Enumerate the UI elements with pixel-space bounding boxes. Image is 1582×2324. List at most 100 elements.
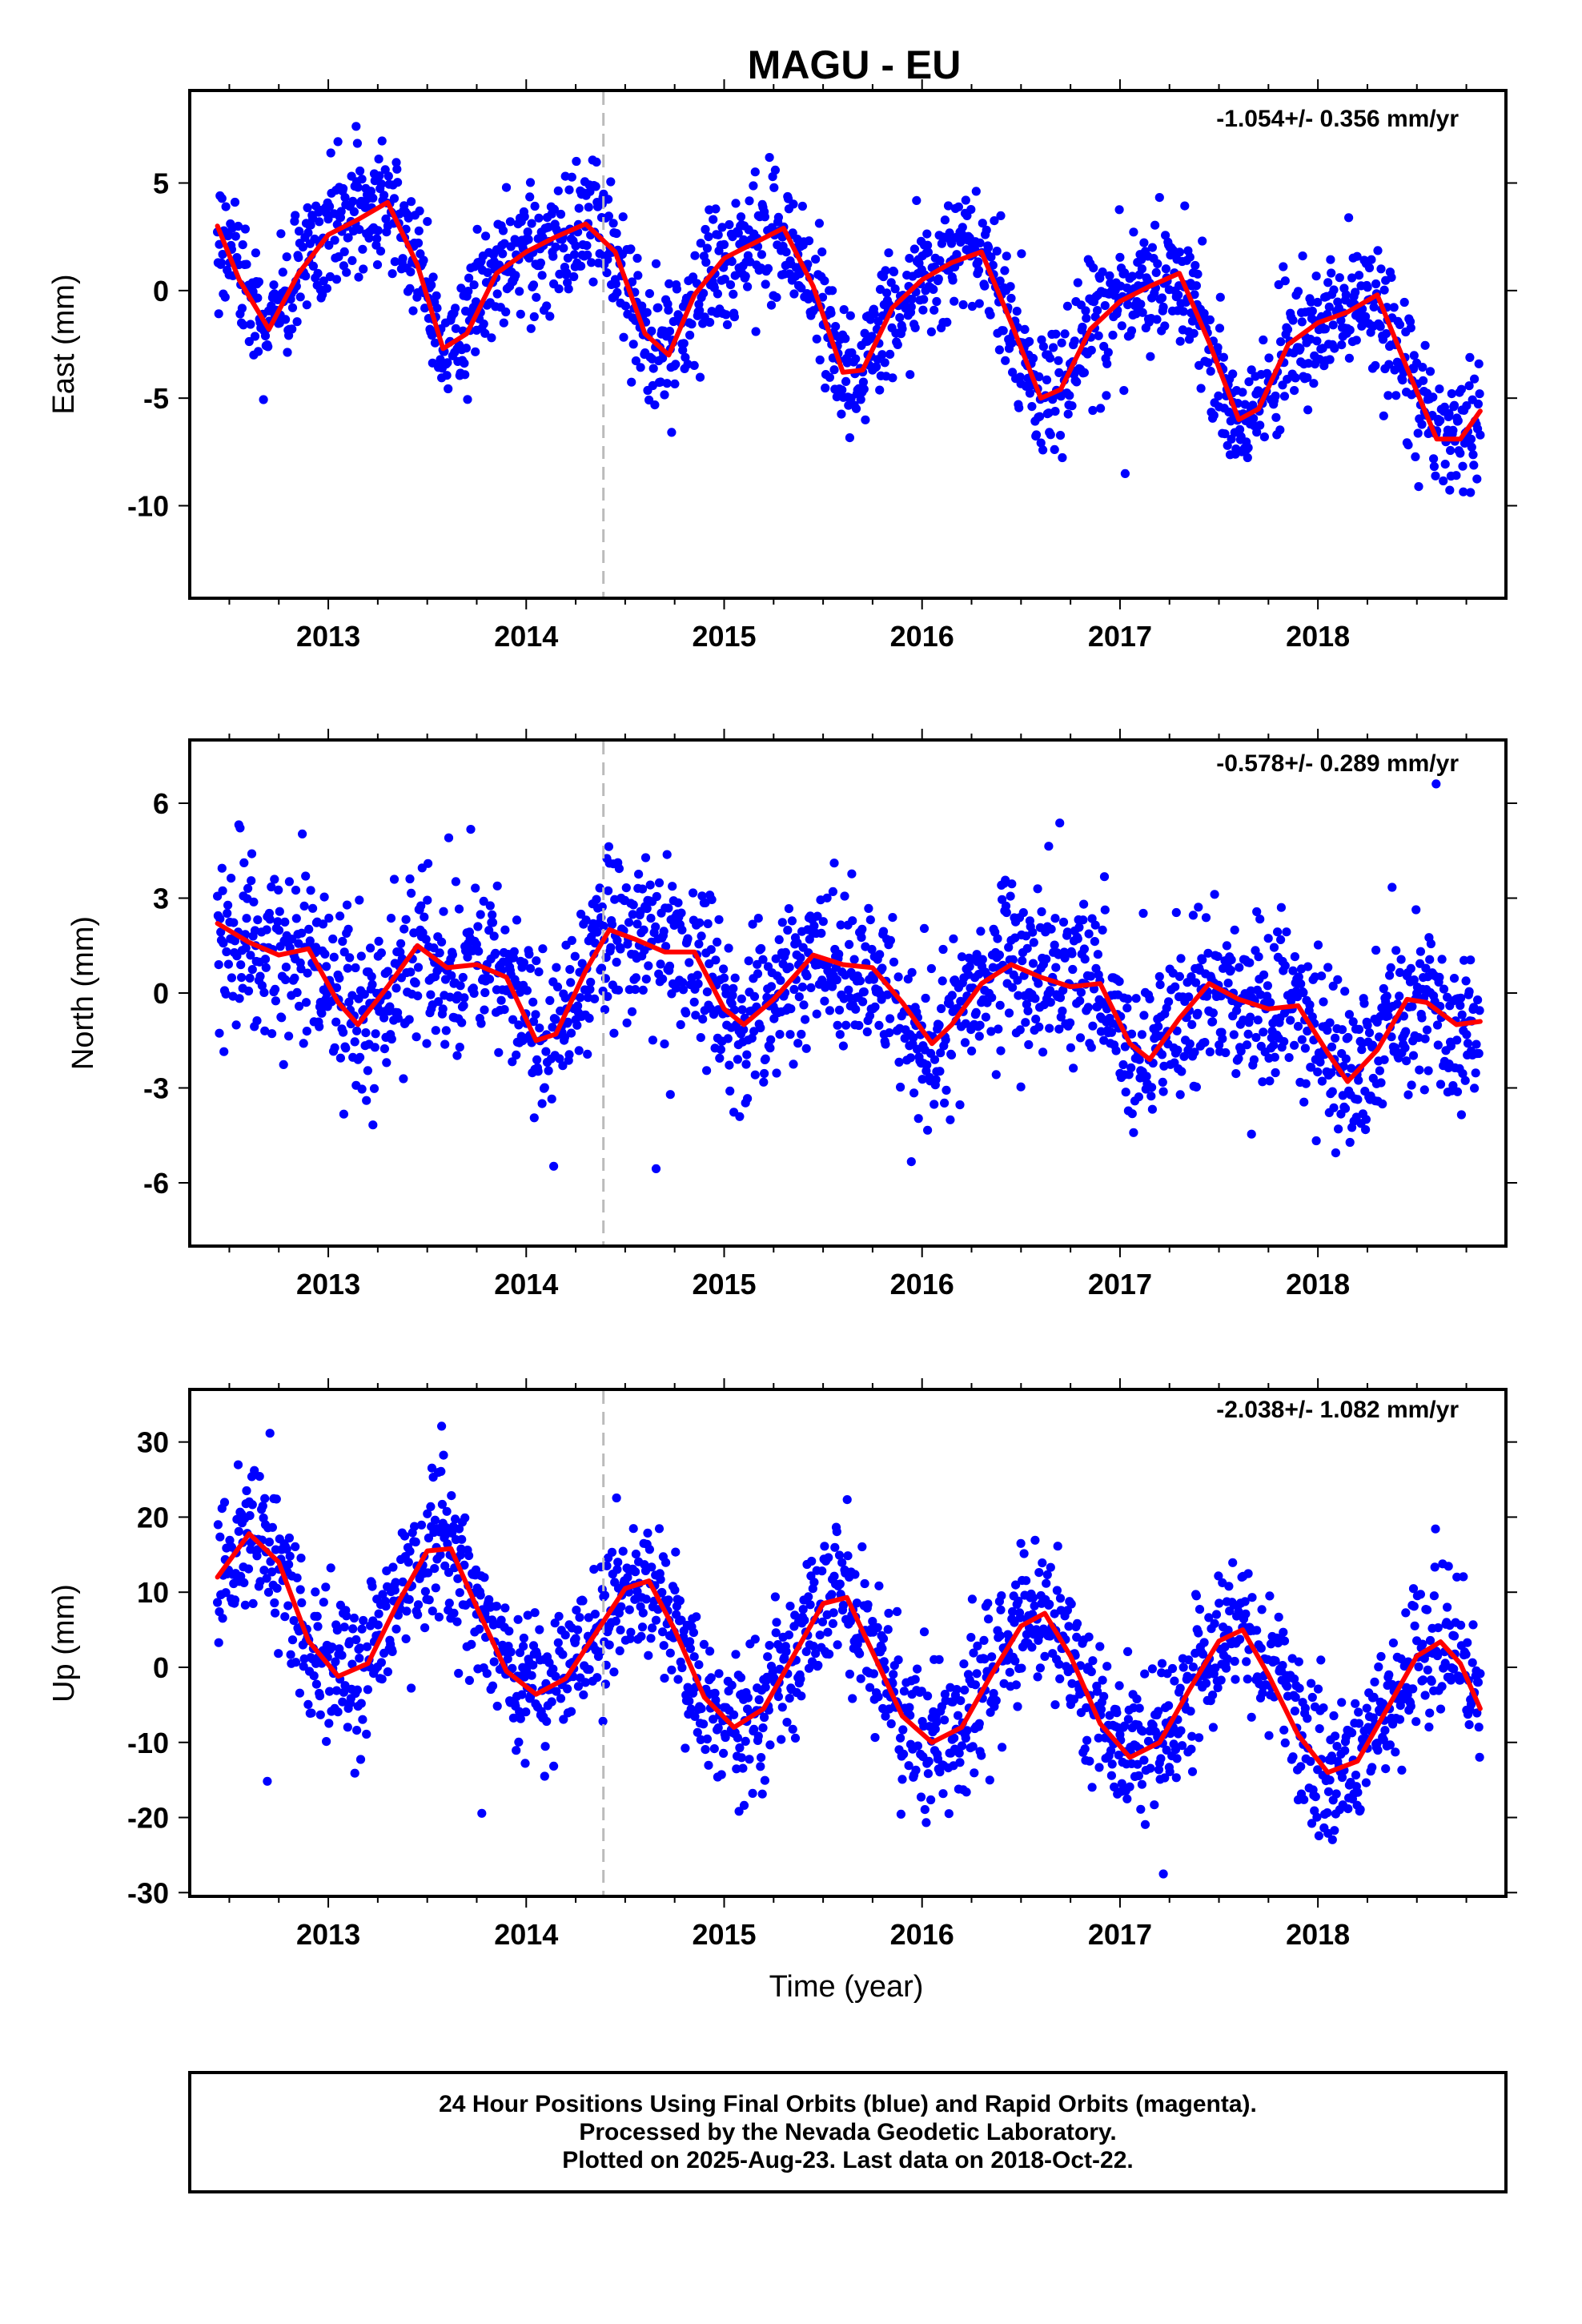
data-point [924,1756,934,1766]
data-point [1235,963,1244,972]
data-point [782,1718,792,1727]
data-point [1392,999,1402,1009]
data-point [522,986,532,995]
data-point [215,914,225,923]
data-point [773,1692,784,1702]
data-point [1042,375,1052,384]
data-point [737,994,746,1003]
data-point [492,1602,502,1611]
data-point [297,928,307,938]
data-point [991,1070,1001,1080]
data-point [371,1029,380,1039]
data-point [352,1685,362,1695]
data-point [904,1761,913,1771]
data-point [1291,373,1300,383]
data-point [974,1719,984,1728]
data-point [739,1800,749,1810]
data-point [1271,391,1280,401]
data-point [945,228,954,238]
data-point [1415,947,1425,956]
data-point [237,304,247,313]
data-point [328,934,338,944]
data-point [383,967,392,976]
data-point [834,1550,845,1560]
data-point [719,239,729,249]
data-point [460,370,470,380]
data-point [476,910,485,919]
data-point [355,225,364,235]
data-point [769,183,779,192]
data-point [1058,1006,1067,1016]
data-point [491,948,500,958]
data-point [647,1562,656,1572]
data-point [251,248,260,258]
data-point [931,1075,941,1084]
data-point [360,203,370,212]
data-point [272,1583,282,1593]
data-point [223,908,232,919]
data-point [379,191,389,200]
data-point [327,1642,337,1652]
data-point [447,1491,456,1501]
data-point [845,311,855,320]
data-point [247,1500,257,1510]
data-point [508,1713,519,1723]
data-point [569,250,580,259]
data-point [271,984,280,994]
data-point [672,284,682,294]
data-point [1396,955,1406,964]
data-point [345,953,355,963]
data-point [529,312,539,322]
data-point [267,1029,277,1039]
data-point [783,925,793,935]
data-point [322,1737,331,1747]
data-point [1343,1032,1353,1043]
data-point [258,1502,267,1511]
data-point [855,976,865,986]
data-point [514,1020,524,1030]
data-point [1122,1003,1132,1013]
data-point [1095,1642,1105,1651]
data-point [743,1693,753,1703]
data-point [946,1115,955,1124]
data-point [678,978,688,987]
data-point [1161,264,1170,274]
data-point [1258,1077,1267,1087]
data-point [722,320,733,330]
data-point [950,1733,959,1743]
data-point [489,1657,499,1667]
data-point [383,171,393,181]
data-point [644,1545,655,1554]
data-point [550,1618,560,1628]
data-point [1076,987,1086,997]
data-point [388,1562,398,1572]
data-point [1098,267,1107,277]
data-point [354,272,363,282]
data-point [743,282,753,292]
data-point [1420,1034,1430,1043]
data-point [488,910,497,919]
data-point [1383,391,1393,400]
data-point [574,1046,584,1055]
data-point [765,153,774,163]
data-point [995,276,1005,286]
data-point [347,1659,357,1669]
data-point [1382,991,1391,1001]
data-point [799,1000,809,1010]
data-point [1469,460,1479,470]
data-point [1344,1010,1354,1019]
data-point [994,950,1004,960]
data-point [1090,937,1099,947]
data-point [748,1788,757,1798]
data-point [291,211,300,220]
data-point [1066,1043,1075,1052]
data-point [828,286,837,296]
data-point [797,201,808,211]
data-point [869,975,878,984]
data-point [804,1663,814,1673]
data-point [259,987,269,997]
data-point [305,936,315,946]
data-point [957,1741,967,1751]
data-point [349,207,359,216]
data-point [1203,948,1213,958]
